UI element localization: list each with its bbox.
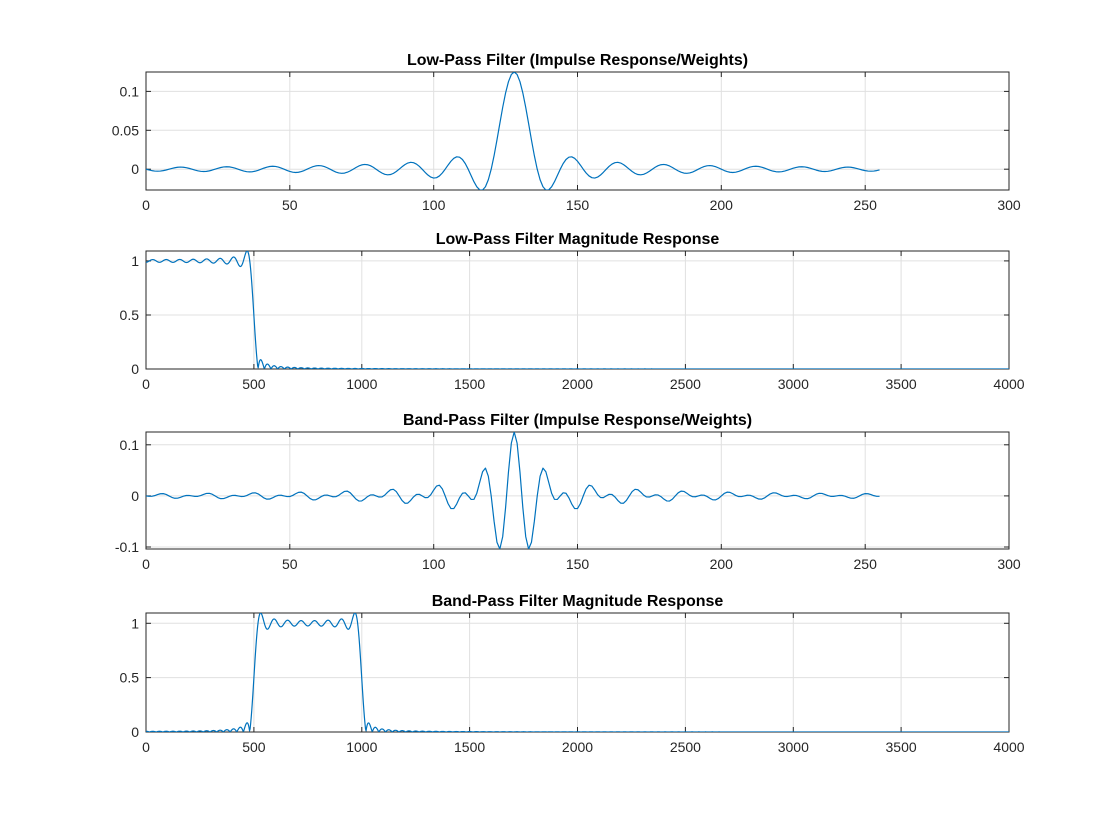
- x-tick-label: 50: [282, 556, 298, 572]
- x-tick-label: 500: [242, 739, 266, 755]
- subplot-1: 0 50 100 150 200 250 300 0 0.05 0.1 Low-Pass Filte…: [112, 52, 1021, 213]
- x-tick-label: 250: [854, 197, 878, 213]
- x-tick-label: 4000: [993, 739, 1024, 755]
- x-tick-label: 50: [282, 197, 298, 213]
- x-tick-label: 2500: [670, 376, 701, 392]
- x-tick-label: 1500: [454, 376, 485, 392]
- x-tick-label: 1500: [454, 739, 485, 755]
- x-tick-label: 500: [242, 376, 266, 392]
- x-tick-label: 150: [566, 556, 590, 572]
- y-tick-label: -0.1: [115, 539, 139, 555]
- bandpass_magnitude_response-curve: [146, 613, 1009, 732]
- lowpass_magnitude_response-curve: [146, 251, 1009, 369]
- x-tick-label: 0: [142, 739, 150, 755]
- y-tick-label: 0: [131, 488, 139, 504]
- lowpass_impulse_response-curve: [146, 72, 880, 190]
- chart-title-1: Low-Pass Filter (Impulse Response/Weight…: [407, 52, 748, 69]
- x-tick-label: 1000: [346, 376, 377, 392]
- chart-title-3: Band-Pass Filter (Impulse Response/Weigh…: [403, 412, 752, 429]
- x-tick-label: 3500: [886, 739, 917, 755]
- chart-title-2: Low-Pass Filter Magnitude Response: [436, 231, 720, 248]
- x-tick-label: 2000: [562, 739, 593, 755]
- x-tick-label: 0: [142, 376, 150, 392]
- x-tick-label: 3500: [886, 376, 917, 392]
- x-tick-label: 3000: [778, 739, 809, 755]
- subplot-2: 0 500 1000 1500 2000 2500 3000 3500 4000 0 0.5 1 Low…: [120, 231, 1025, 392]
- x-tick-label: 2500: [670, 739, 701, 755]
- y-tick-label: 1: [131, 253, 139, 269]
- x-tick-label: 0: [142, 197, 150, 213]
- y-tick-label: 0.5: [120, 307, 140, 323]
- x-tick-label: 2000: [562, 376, 593, 392]
- chart-title-4: Band-Pass Filter Magnitude Response: [432, 593, 724, 610]
- x-tick-label: 300: [997, 556, 1021, 572]
- x-tick-label: 200: [710, 197, 734, 213]
- x-tick-label: 1000: [346, 739, 377, 755]
- y-tick-label: 0: [131, 161, 139, 177]
- x-tick-label: 4000: [993, 376, 1024, 392]
- x-tick-label: 3000: [778, 376, 809, 392]
- y-tick-label: 0.1: [120, 83, 140, 99]
- y-tick-label: 0: [131, 724, 139, 740]
- x-tick-label: 100: [422, 556, 446, 572]
- subplot-4: 0 500 1000 1500 2000 2500 3000 3500 4000 0 0.5 1 Ban…: [120, 593, 1025, 755]
- y-tick-label: 0.5: [120, 670, 140, 686]
- x-tick-label: 200: [710, 556, 734, 572]
- y-tick-label: 0: [131, 361, 139, 377]
- bandpass_impulse_response-curve: [146, 432, 880, 549]
- x-tick-label: 300: [997, 197, 1021, 213]
- y-tick-label: 0.1: [120, 437, 140, 453]
- y-tick-label: 1: [131, 615, 139, 631]
- x-tick-label: 150: [566, 197, 590, 213]
- x-tick-label: 100: [422, 197, 446, 213]
- x-tick-label: 0: [142, 556, 150, 572]
- x-tick-label: 250: [854, 556, 878, 572]
- y-tick-label: 0.05: [112, 122, 139, 138]
